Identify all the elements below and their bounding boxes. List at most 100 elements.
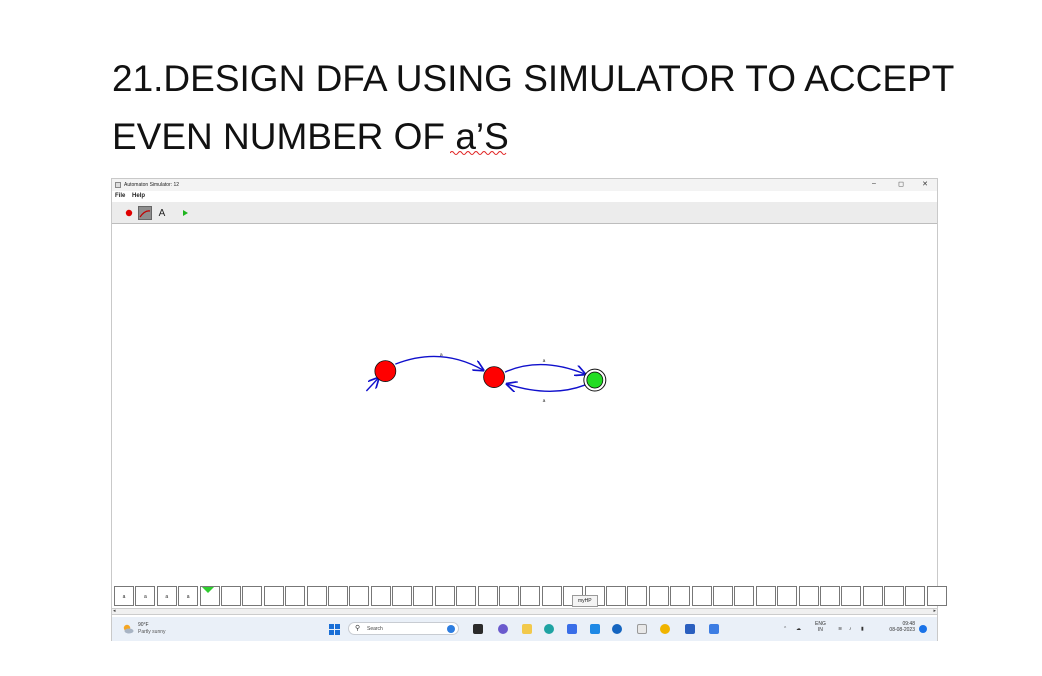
transition-tool-button[interactable] [138,206,152,220]
taskbar: 90°F Partly sunny ⚲ Search ⌃ ☁ ENG IN ≋ … [112,617,937,641]
tape-cell[interactable]: a [135,586,156,606]
tape-cell[interactable]: a [114,586,134,606]
tape-cell[interactable] [285,586,306,606]
tape-cell[interactable] [541,586,562,606]
myhp-icon[interactable] [590,624,600,634]
tape-cell[interactable] [862,586,883,606]
edge-icon[interactable] [544,624,554,634]
tape-cell[interactable] [670,586,691,606]
close-button[interactable]: ✕ [922,181,928,188]
tape-cell[interactable] [456,586,477,606]
tape-cell[interactable] [477,586,498,606]
start-arrow [365,378,378,392]
java-icon[interactable] [637,624,647,634]
word-icon[interactable] [685,624,695,634]
weather-temp: 90°F [138,622,149,628]
menubar: File Help [112,192,937,201]
tape-cell[interactable] [819,586,840,606]
battery-icon[interactable]: ▮ [861,626,864,632]
transition-label-q1-q2: a [543,358,546,364]
bing-icon[interactable] [447,625,455,633]
window-title: Automaton Simulator: 12 [124,182,180,188]
windows-start-icon[interactable] [329,624,340,635]
state-q2[interactable] [586,371,604,389]
scroll-left-icon[interactable]: ◂ [113,608,116,614]
teams-chat-icon[interactable] [498,624,508,634]
file-explorer-icon[interactable] [522,624,532,634]
chrome-icon[interactable] [660,624,670,634]
state-q0[interactable] [374,360,397,382]
taskbar-search[interactable]: ⚲ Search [348,622,459,635]
tape-cell[interactable] [413,586,434,606]
minimize-button[interactable]: – [872,180,876,187]
task-view-icon[interactable] [473,624,483,634]
tape-cell[interactable] [648,586,669,606]
tape-cell[interactable] [370,586,391,606]
tape-cell[interactable] [884,586,905,606]
tape-cell[interactable] [434,586,455,606]
run-tool-button[interactable] [178,206,192,220]
red-circle-icon [125,209,133,217]
tooltip: myHP [572,595,598,607]
tape-cell[interactable] [755,586,776,606]
tape-cell[interactable] [841,586,862,606]
notification-icon[interactable] [919,625,927,633]
tape-cell[interactable] [712,586,733,606]
scroll-right-icon[interactable]: ▸ [933,608,936,614]
transition-label-q2-q1: a [543,398,546,404]
tape-cell[interactable]: a [156,586,177,606]
tape-cell[interactable] [349,586,370,606]
tape-cell[interactable] [242,586,263,606]
onedrive-icon[interactable]: ☁ [796,626,801,632]
play-icon [183,210,188,216]
transition-q0-q1[interactable] [395,355,483,370]
clock-date: 08-08-2023 [889,627,915,633]
maximize-button[interactable]: ◻ [898,181,904,188]
tape-cell[interactable] [926,586,947,606]
menu-help[interactable]: Help [132,193,146,199]
search-placeholder: Search [367,626,383,632]
tape-cell[interactable] [499,586,520,606]
tape-cell[interactable] [327,586,348,606]
transition-q2-q1[interactable] [507,384,586,391]
menu-file[interactable]: File [115,193,126,199]
tape-cell[interactable] [798,586,819,606]
language-indicator[interactable]: ENG IN [815,621,826,633]
tape-cell[interactable] [263,586,284,606]
tape-cell[interactable] [605,586,626,606]
tray-overflow-icon[interactable]: ⌃ [783,626,788,632]
transition-label-q0-q1: a [440,352,443,358]
tape-cell[interactable] [905,586,926,606]
tape-cell[interactable] [520,586,541,606]
state-tool-button[interactable] [122,206,136,220]
tape-cell[interactable] [306,586,327,606]
volume-icon[interactable]: ♪ [849,626,852,632]
slide-title-line-2: EVEN NUMBER OF a’S [112,116,509,157]
wifi-icon[interactable]: ≋ [838,626,843,632]
clock[interactable]: 09:48 08-08-2023 [877,621,915,633]
automaton-canvas[interactable]: a a a [112,224,937,586]
weather-desc: Partly sunny [138,629,166,635]
tape-cell[interactable] [627,586,648,606]
tape-head-pointer [202,587,214,593]
label-tool-button[interactable]: A [158,207,166,219]
photos-icon[interactable] [709,624,719,634]
tape-cell[interactable] [734,586,755,606]
language-code: ENG [815,621,826,627]
toolbar: A [112,202,937,224]
state-q1[interactable] [483,366,505,388]
horizontal-scrollbar[interactable]: ◂ ▸ [112,608,937,615]
transition-q1-q2[interactable] [504,363,585,375]
store-icon[interactable] [567,624,577,634]
tape-cell[interactable] [220,586,241,606]
slide-title-line-1: 21.DESIGN DFA USING SIMULATOR TO ACCEPT [112,58,955,99]
slide-title: 21.DESIGN DFA USING SIMULATOR TO ACCEPT … [112,50,1012,166]
tape-cell[interactable]: a [178,586,199,606]
simulator-window: Automaton Simulator: 12 – ◻ ✕ File Help … [111,178,947,641]
app-icon [115,182,121,188]
help-icon[interactable] [612,624,622,634]
tape-cell[interactable] [392,586,413,606]
tape-cell[interactable] [777,586,798,606]
tape-cell[interactable] [691,586,712,606]
